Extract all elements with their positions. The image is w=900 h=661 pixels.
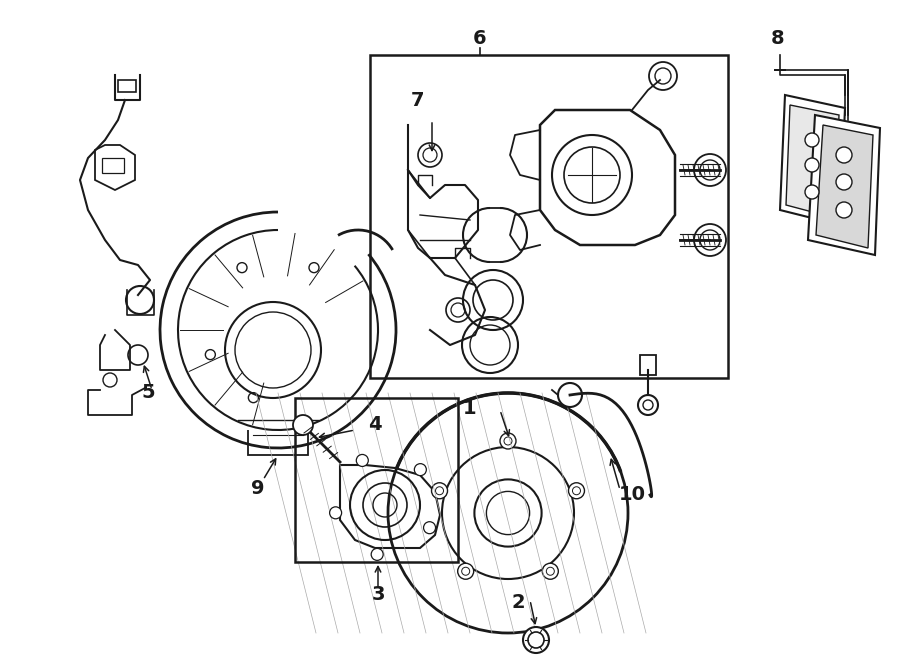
Circle shape [543,563,558,579]
Circle shape [569,483,584,499]
Bar [118,80,136,92]
Circle shape [458,563,473,579]
Circle shape [293,415,313,435]
Circle shape [356,455,368,467]
Text: 7: 7 [411,91,425,110]
Circle shape [500,433,516,449]
Polygon shape [540,110,675,245]
Circle shape [414,463,427,476]
Text: 10: 10 [618,485,645,504]
Circle shape [805,185,819,199]
Text: 2: 2 [511,592,525,611]
Circle shape [558,383,582,407]
Bar [102,158,124,173]
Polygon shape [786,105,839,218]
Bar [295,398,458,562]
Text: 5: 5 [141,383,155,403]
Polygon shape [816,125,873,248]
Circle shape [836,202,852,218]
Circle shape [371,549,383,561]
Bar [640,355,656,375]
Circle shape [805,158,819,172]
Text: 6: 6 [473,28,487,48]
Polygon shape [808,115,880,255]
Text: 8: 8 [771,28,785,48]
Text: 1: 1 [464,399,477,418]
Circle shape [805,133,819,147]
Circle shape [836,174,852,190]
Circle shape [431,483,447,499]
Circle shape [523,627,549,653]
Polygon shape [780,95,845,225]
Bar [370,55,728,378]
Circle shape [638,395,658,415]
Text: 3: 3 [371,586,385,605]
Circle shape [329,507,342,519]
Text: 9: 9 [251,479,265,498]
Polygon shape [340,465,440,548]
Circle shape [424,522,436,533]
Circle shape [836,147,852,163]
Text: 4: 4 [368,416,382,434]
